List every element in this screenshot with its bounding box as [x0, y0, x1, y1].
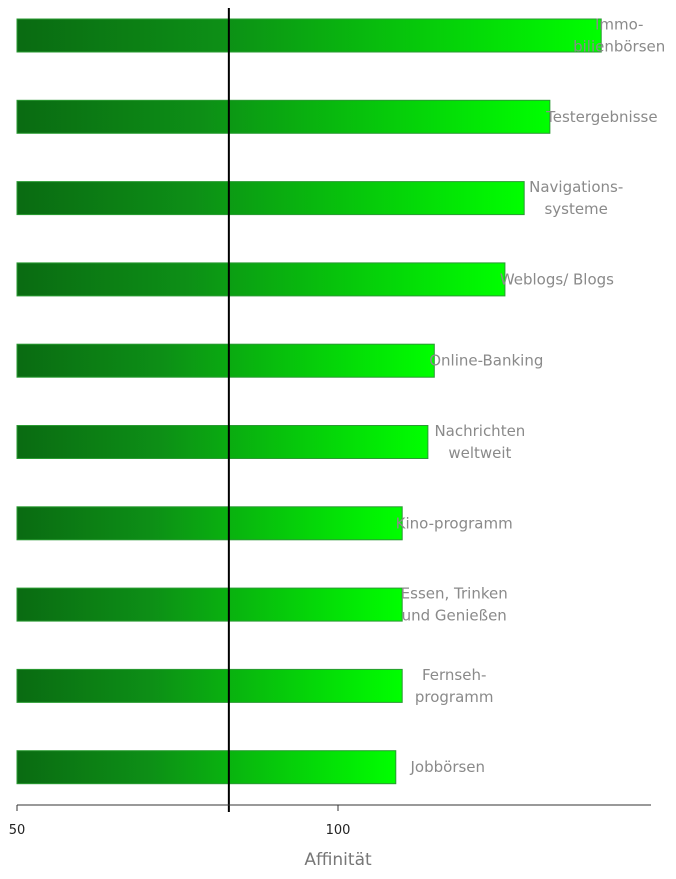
bar-5 — [16, 425, 429, 459]
x-tick-label-0: 50 — [9, 823, 26, 838]
bar-label-6: Kino-programm — [396, 514, 513, 532]
bar-8 — [16, 668, 403, 703]
bar-3 — [16, 262, 506, 297]
x-tick-label-1: 100 — [326, 823, 351, 838]
bar-9 — [16, 750, 397, 785]
bar-0 — [16, 18, 602, 53]
bar-labels-group: Immo-bilienbörsen Testergebnisse Navigatio… — [396, 16, 666, 777]
bar-1 — [16, 99, 551, 134]
bar-label-0: Immo-bilienbörsen — [573, 16, 665, 56]
bar-4 — [16, 343, 435, 378]
x-axis-title: Affinität — [304, 850, 372, 870]
bar-6 — [16, 506, 403, 541]
bar-label-7: Essen, Trinken und Genießen — [401, 585, 508, 625]
bars-group — [16, 18, 602, 785]
bar-label-5: Nachrichten weltweit — [434, 422, 525, 462]
bar-label-8: Fernseh-programm — [415, 666, 494, 706]
bar-2 — [16, 181, 525, 216]
bar-label-2: Navigations-systeme — [529, 178, 623, 218]
bar-7 — [16, 587, 403, 622]
bar-label-4: Online-Banking — [429, 352, 543, 370]
bar-label-9: Jobbörsen — [410, 758, 486, 776]
bar-label-1: Testergebnisse — [545, 108, 657, 126]
bar-label-3: Weblogs/ Blogs — [500, 270, 614, 288]
x-ticks-group: 50 100 — [9, 805, 351, 838]
